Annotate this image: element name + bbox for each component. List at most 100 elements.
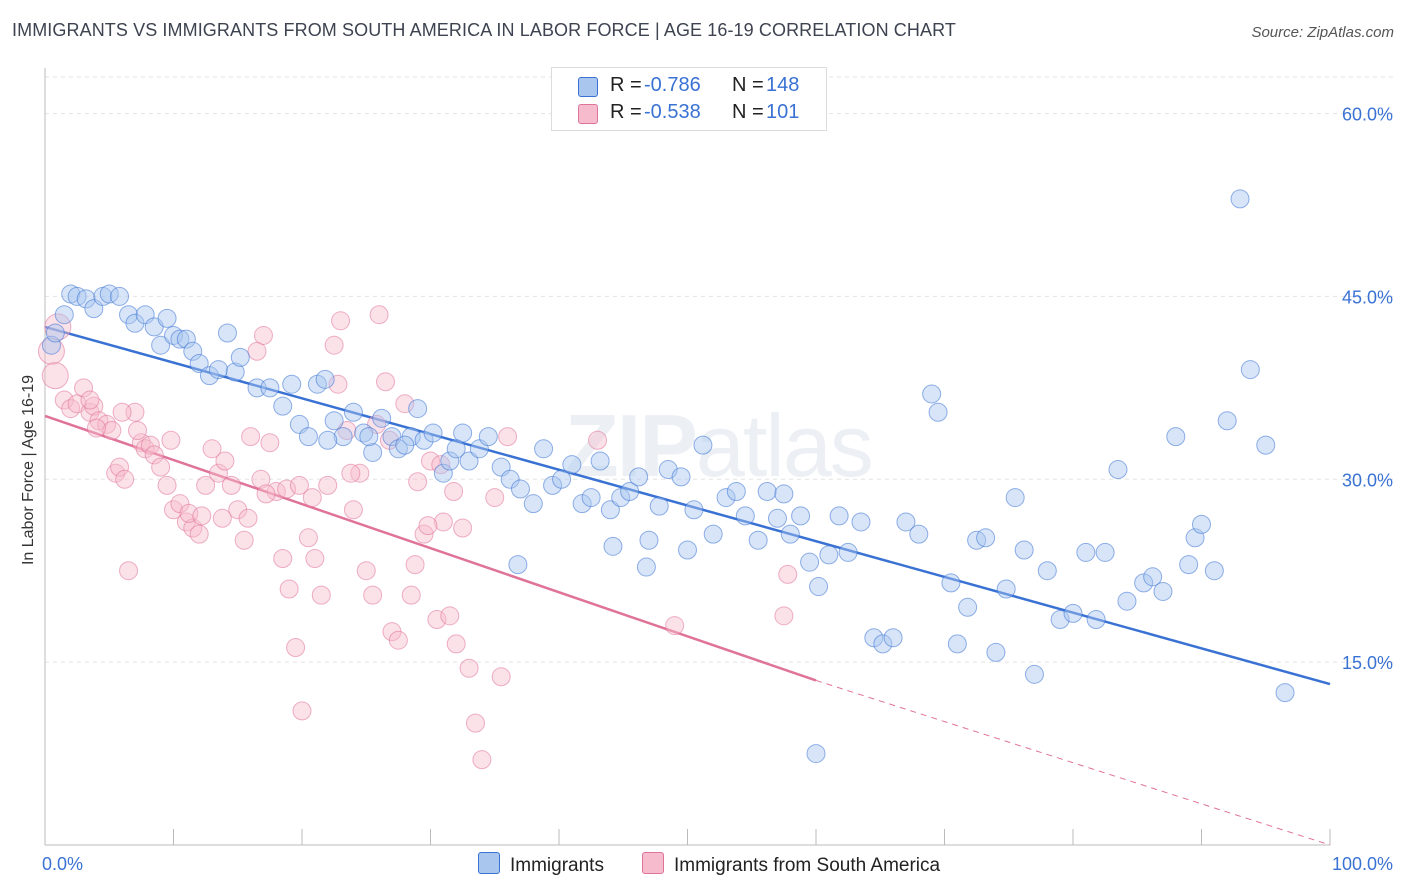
- data-point-south-america: [465, 713, 485, 733]
- data-point-south-america: [277, 479, 297, 499]
- data-point-south-america: [337, 421, 357, 441]
- data-point-immigrants: [1050, 609, 1070, 629]
- data-point-south-america: [286, 638, 306, 658]
- data-point-immigrants: [1117, 591, 1137, 611]
- data-point-immigrants: [748, 530, 768, 550]
- data-point-immigrants: [620, 481, 640, 501]
- data-point-south-america: [453, 518, 473, 538]
- points-immigrants: [41, 189, 1295, 764]
- data-point-immigrants: [354, 423, 374, 443]
- data-point-south-america: [418, 516, 438, 536]
- data-point-south-america: [189, 524, 209, 544]
- data-point-immigrants: [1217, 411, 1237, 431]
- data-point-immigrants: [1037, 561, 1057, 581]
- data-point-south-america: [318, 475, 338, 495]
- data-point-immigrants: [157, 308, 177, 328]
- trendline-south-america: [44, 414, 1331, 846]
- data-point-south-america: [444, 481, 464, 501]
- data-point-immigrants: [315, 369, 335, 389]
- data-point-immigrants: [829, 506, 849, 526]
- y-tick-label: 45.0%: [1342, 287, 1393, 307]
- legend-r-value: -0.786: [644, 74, 701, 96]
- data-point-south-america: [256, 484, 276, 504]
- data-point-south-america: [665, 616, 685, 636]
- data-point-immigrants: [1153, 581, 1173, 601]
- data-point-immigrants: [440, 451, 460, 471]
- data-point-immigrants: [446, 439, 466, 459]
- data-point-immigrants: [217, 323, 237, 343]
- data-point-immigrants: [1192, 514, 1211, 534]
- data-point-south-america: [369, 305, 389, 325]
- legend-n-label: N =: [732, 101, 764, 123]
- data-point-south-america: [192, 506, 212, 526]
- data-point-immigrants: [1240, 360, 1260, 380]
- data-point-south-america: [459, 658, 479, 678]
- data-point-immigrants: [774, 484, 794, 504]
- data-point-south-america: [196, 475, 216, 495]
- data-point-immigrants: [791, 506, 811, 526]
- data-point-south-america: [408, 472, 428, 492]
- data-point-south-america: [241, 427, 261, 447]
- data-point-south-america: [311, 585, 331, 605]
- bottom-legend-swatch-pink: [642, 852, 664, 874]
- data-point-immigrants: [1166, 427, 1186, 447]
- data-point-immigrants: [273, 396, 293, 416]
- data-point-immigrants: [45, 323, 65, 343]
- data-point-south-america: [324, 335, 344, 355]
- data-point-south-america: [84, 396, 104, 416]
- data-point-south-america: [376, 372, 396, 392]
- data-point-south-america: [388, 630, 408, 650]
- axes: [44, 68, 1331, 846]
- data-point-immigrants: [678, 540, 697, 560]
- data-point-immigrants: [1024, 664, 1044, 684]
- data-point-south-america: [273, 549, 293, 569]
- data-point-immigrants: [183, 341, 203, 361]
- data-point-immigrants: [693, 435, 713, 455]
- data-point-south-america: [433, 512, 453, 532]
- data-point-immigrants: [363, 442, 383, 462]
- data-point-south-america: [119, 561, 139, 581]
- data-point-immigrants: [909, 524, 929, 544]
- data-point-south-america: [144, 445, 164, 465]
- trendline-immigrants: [44, 325, 1331, 686]
- data-point-immigrants: [922, 384, 942, 404]
- data-point-immigrants: [318, 430, 338, 450]
- data-point-immigrants: [1108, 460, 1128, 480]
- data-point-south-america: [74, 378, 94, 398]
- data-point-immigrants: [260, 378, 280, 398]
- data-point-immigrants: [562, 455, 582, 475]
- data-point-immigrants: [684, 500, 704, 520]
- data-point-immigrants: [726, 481, 746, 501]
- data-point-immigrants: [478, 427, 498, 447]
- data-point-south-america: [61, 399, 81, 419]
- data-point-south-america: [446, 634, 466, 654]
- data-point-immigrants: [639, 530, 659, 550]
- data-point-immigrants: [230, 347, 250, 367]
- data-point-south-america: [112, 402, 132, 422]
- data-point-immigrants: [1179, 555, 1199, 575]
- chart-source: Source: ZipAtlas.com: [1251, 24, 1394, 41]
- data-point-immigrants: [282, 374, 302, 394]
- data-point-immigrants: [41, 335, 61, 355]
- data-point-immigrants: [590, 451, 610, 471]
- data-point-immigrants: [600, 500, 620, 520]
- data-point-south-america: [356, 561, 376, 581]
- data-point-immigrants: [1275, 683, 1295, 703]
- data-point-immigrants: [164, 325, 183, 345]
- data-point-immigrants: [809, 577, 829, 597]
- data-point-immigrants: [1063, 603, 1083, 623]
- y-axis-label: In Labor Force | Age 16-19: [20, 374, 37, 566]
- data-point-south-america: [215, 451, 235, 471]
- data-point-immigrants: [629, 467, 649, 487]
- data-point-south-america: [128, 421, 148, 441]
- data-point-south-america: [260, 433, 280, 453]
- data-point-south-america: [328, 374, 348, 394]
- data-point-immigrants: [552, 469, 572, 489]
- data-point-south-america: [363, 585, 383, 605]
- data-point-south-america: [405, 555, 425, 575]
- data-point-immigrants: [976, 528, 996, 548]
- legend-n-value: 148: [766, 74, 800, 96]
- data-point-south-america: [161, 430, 181, 450]
- data-point-south-america: [302, 488, 322, 508]
